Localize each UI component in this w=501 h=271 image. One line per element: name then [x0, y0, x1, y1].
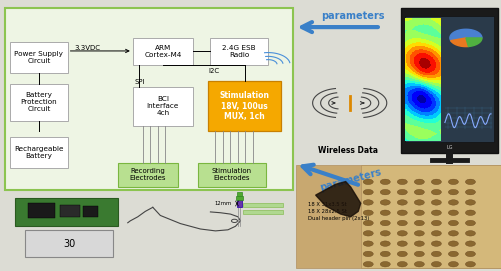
Circle shape: [431, 220, 441, 226]
Circle shape: [465, 262, 475, 267]
Circle shape: [465, 200, 475, 205]
Circle shape: [397, 189, 407, 195]
Circle shape: [380, 210, 390, 215]
Text: parameters: parameters: [321, 11, 384, 21]
FancyBboxPatch shape: [361, 165, 501, 268]
Polygon shape: [450, 29, 482, 41]
Circle shape: [448, 220, 458, 226]
Circle shape: [465, 251, 475, 257]
Circle shape: [397, 231, 407, 236]
Circle shape: [465, 231, 475, 236]
Circle shape: [465, 189, 475, 195]
Text: 3.3VDC: 3.3VDC: [75, 45, 101, 51]
Circle shape: [465, 210, 475, 215]
Circle shape: [414, 262, 424, 267]
Circle shape: [414, 241, 424, 246]
FancyBboxPatch shape: [10, 42, 68, 73]
FancyBboxPatch shape: [60, 205, 80, 217]
Circle shape: [448, 231, 458, 236]
Polygon shape: [451, 38, 468, 47]
Text: LG: LG: [446, 145, 452, 150]
Circle shape: [380, 200, 390, 205]
FancyBboxPatch shape: [28, 203, 55, 218]
FancyBboxPatch shape: [198, 163, 266, 187]
Circle shape: [414, 179, 424, 185]
Circle shape: [414, 189, 424, 195]
Circle shape: [431, 262, 441, 267]
FancyBboxPatch shape: [210, 38, 268, 65]
Circle shape: [414, 210, 424, 215]
Text: Wireless Data: Wireless Data: [318, 146, 378, 155]
Circle shape: [397, 241, 407, 246]
Circle shape: [465, 179, 475, 185]
Text: Battery
Protection
Circuit: Battery Protection Circuit: [21, 92, 57, 112]
Circle shape: [363, 179, 373, 185]
Circle shape: [363, 220, 373, 226]
Text: Stimulation
18V, 100us
MUX, 1ch: Stimulation 18V, 100us MUX, 1ch: [219, 92, 269, 121]
Text: Stimulation
Electrodes: Stimulation Electrodes: [211, 168, 252, 181]
Text: Dual header pin (2x13): Dual header pin (2x13): [308, 217, 370, 221]
Circle shape: [431, 251, 441, 257]
Circle shape: [397, 220, 407, 226]
Circle shape: [397, 200, 407, 205]
Circle shape: [363, 241, 373, 246]
Circle shape: [363, 231, 373, 236]
FancyBboxPatch shape: [237, 192, 242, 196]
FancyBboxPatch shape: [208, 81, 281, 131]
Text: 18 X 31x3.5 St: 18 X 31x3.5 St: [308, 202, 347, 207]
Text: ARM
Cortex-M4: ARM Cortex-M4: [144, 45, 181, 58]
Circle shape: [414, 200, 424, 205]
Circle shape: [363, 251, 373, 257]
FancyBboxPatch shape: [15, 198, 118, 226]
Circle shape: [431, 189, 441, 195]
Circle shape: [397, 179, 407, 185]
Text: SPI: SPI: [135, 79, 145, 85]
Circle shape: [465, 241, 475, 246]
FancyBboxPatch shape: [236, 196, 243, 200]
FancyBboxPatch shape: [237, 200, 242, 207]
Text: BCI
Interface
4ch: BCI Interface 4ch: [147, 96, 179, 116]
Circle shape: [380, 179, 390, 185]
Polygon shape: [316, 182, 361, 217]
Circle shape: [448, 189, 458, 195]
FancyBboxPatch shape: [118, 163, 178, 187]
Text: 30: 30: [63, 239, 75, 249]
Text: parameters: parameters: [319, 167, 383, 193]
Circle shape: [448, 241, 458, 246]
Circle shape: [380, 251, 390, 257]
Circle shape: [431, 179, 441, 185]
Text: Rechargeable
Battery: Rechargeable Battery: [14, 146, 64, 159]
Circle shape: [363, 200, 373, 205]
Polygon shape: [466, 38, 482, 47]
FancyBboxPatch shape: [133, 38, 193, 65]
Circle shape: [397, 210, 407, 215]
Circle shape: [431, 231, 441, 236]
Circle shape: [363, 210, 373, 215]
FancyBboxPatch shape: [405, 16, 494, 142]
Circle shape: [363, 262, 373, 267]
Circle shape: [465, 220, 475, 226]
Circle shape: [397, 262, 407, 267]
FancyBboxPatch shape: [5, 8, 293, 190]
Text: Power Supply
Circuit: Power Supply Circuit: [15, 51, 63, 64]
Circle shape: [414, 251, 424, 257]
FancyBboxPatch shape: [10, 84, 68, 121]
Circle shape: [380, 231, 390, 236]
Circle shape: [414, 220, 424, 226]
Circle shape: [414, 231, 424, 236]
Text: 12mm: 12mm: [215, 201, 232, 206]
FancyBboxPatch shape: [296, 165, 501, 268]
Circle shape: [448, 179, 458, 185]
Circle shape: [380, 189, 390, 195]
FancyBboxPatch shape: [401, 8, 498, 153]
Circle shape: [397, 251, 407, 257]
FancyBboxPatch shape: [25, 230, 113, 257]
Circle shape: [448, 210, 458, 215]
Circle shape: [380, 220, 390, 226]
FancyBboxPatch shape: [133, 87, 193, 126]
Circle shape: [380, 262, 390, 267]
Circle shape: [431, 241, 441, 246]
Circle shape: [380, 241, 390, 246]
Text: 2.4G ESB
Radio: 2.4G ESB Radio: [222, 45, 256, 58]
